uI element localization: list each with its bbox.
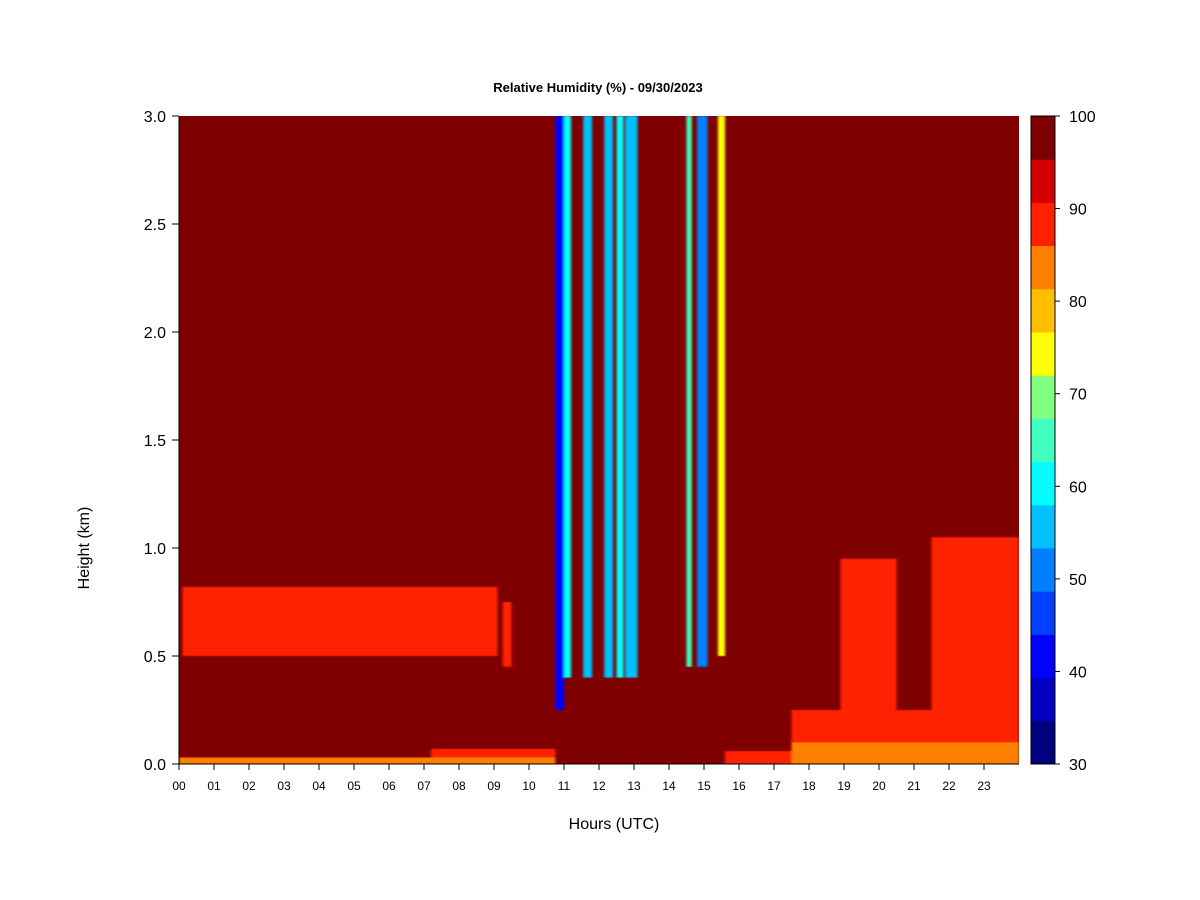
heatmap-cell bbox=[564, 116, 571, 678]
x-tick-label: 21 bbox=[907, 779, 921, 793]
colorbar-segment bbox=[1031, 116, 1055, 160]
x-tick-label: 17 bbox=[767, 779, 781, 793]
colorbar-segment bbox=[1031, 202, 1055, 247]
x-tick-label: 22 bbox=[942, 779, 956, 793]
x-tick-label: 16 bbox=[732, 779, 746, 793]
x-tick-label: 00 bbox=[172, 779, 186, 793]
heatmap-cell bbox=[431, 748, 556, 758]
heatmap-cell bbox=[604, 116, 613, 678]
heatmap-cell bbox=[555, 116, 564, 710]
x-tick-label: 20 bbox=[872, 779, 886, 793]
heatmap-cell bbox=[179, 757, 556, 764]
colorbar-tick-label: 30 bbox=[1069, 757, 1087, 774]
x-tick-label: 01 bbox=[207, 779, 221, 793]
x-tick-label: 23 bbox=[977, 779, 991, 793]
heatmap-cell bbox=[697, 116, 708, 667]
colorbar-segment bbox=[1031, 375, 1055, 419]
colorbar-segment bbox=[1031, 288, 1055, 333]
colorbar-tick-label: 100 bbox=[1069, 109, 1096, 126]
heatmap-cell bbox=[625, 116, 638, 678]
x-tick-label: 07 bbox=[417, 779, 431, 793]
y-tick-label: 1.0 bbox=[144, 541, 166, 558]
x-tick-label: 08 bbox=[452, 779, 466, 793]
colorbar-segment bbox=[1031, 461, 1055, 506]
colorbar-segment bbox=[1031, 245, 1055, 290]
colorbar-segment bbox=[1031, 591, 1055, 635]
x-tick-label: 06 bbox=[382, 779, 396, 793]
y-tick-label: 0.5 bbox=[144, 649, 166, 666]
heatmap-cell bbox=[725, 751, 792, 764]
y-tick-label: 0.0 bbox=[144, 757, 166, 774]
x-tick-label: 13 bbox=[627, 779, 641, 793]
y-tick-label: 1.5 bbox=[144, 433, 166, 450]
heatmap-cell bbox=[931, 537, 1019, 710]
x-tick-label: 04 bbox=[312, 779, 326, 793]
heatmap-cell bbox=[583, 116, 592, 678]
colorbar-frame bbox=[1030, 115, 1056, 765]
plot-area bbox=[179, 116, 1019, 764]
colorbar-tick-label: 90 bbox=[1069, 202, 1087, 219]
chart-title: Relative Humidity (%) - 09/30/2023 bbox=[493, 80, 703, 95]
colorbar-segment bbox=[1031, 332, 1055, 376]
colorbar-segment bbox=[1031, 504, 1055, 549]
x-tick-label: 03 bbox=[277, 779, 291, 793]
x-tick-label: 15 bbox=[697, 779, 711, 793]
y-tick-label: 3.0 bbox=[144, 109, 166, 126]
x-axis-label: Hours (UTC) bbox=[569, 816, 660, 833]
heatmap-cell bbox=[686, 116, 692, 667]
colorbar-segment bbox=[1031, 548, 1055, 592]
heatmap-cell bbox=[182, 586, 498, 656]
x-tick-label: 09 bbox=[487, 779, 501, 793]
colorbar: 30 40 50 60 70 80 90 100 bbox=[1030, 109, 1096, 774]
heatmap-cell bbox=[616, 116, 624, 678]
colorbar-segment bbox=[1031, 159, 1055, 203]
colorbar-segment bbox=[1031, 677, 1055, 722]
x-tick-label: 05 bbox=[347, 779, 361, 793]
colorbar-tick-label: 70 bbox=[1069, 387, 1087, 404]
x-tick-label: 10 bbox=[522, 779, 536, 793]
heatmap-cell bbox=[791, 710, 1019, 743]
x-tick-label: 14 bbox=[662, 779, 676, 793]
colorbar-segment bbox=[1031, 418, 1055, 463]
colorbar-tick-label: 40 bbox=[1069, 664, 1087, 681]
x-tick-label: 02 bbox=[242, 779, 256, 793]
colorbar-segment bbox=[1031, 634, 1055, 679]
y-axis-label: Height (km) bbox=[76, 507, 93, 590]
colorbar-segment bbox=[1031, 720, 1055, 765]
colorbar-tick-label: 50 bbox=[1069, 572, 1087, 589]
heatmap-cell bbox=[840, 558, 897, 710]
heatmap-cell bbox=[718, 116, 725, 656]
y-tick-label: 2.5 bbox=[144, 217, 166, 234]
y-axis: 0.0 0.5 1.0 1.5 2.0 2.5 3.0 bbox=[144, 109, 180, 774]
x-tick-label: 11 bbox=[558, 779, 571, 793]
x-tick-label: 18 bbox=[802, 779, 816, 793]
y-tick-label: 2.0 bbox=[144, 325, 166, 342]
heatmap-cell bbox=[502, 602, 512, 667]
x-tick-label: 19 bbox=[837, 779, 851, 793]
heatmap-cell bbox=[791, 742, 1019, 764]
colorbar-tick-label: 80 bbox=[1069, 294, 1087, 311]
x-axis: 00 01 02 03 04 05 06 07 08 09 10 11 12 13 14 15 16 17 18 19… bbox=[172, 763, 1019, 793]
x-tick-label: 12 bbox=[592, 779, 606, 793]
colorbar-tick-label: 60 bbox=[1069, 479, 1087, 496]
